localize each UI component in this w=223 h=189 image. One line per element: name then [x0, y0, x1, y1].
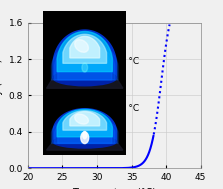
Text: 30 °C: 30 °C: [114, 57, 139, 66]
Ellipse shape: [83, 132, 87, 139]
Ellipse shape: [82, 63, 88, 72]
Ellipse shape: [75, 114, 89, 124]
Polygon shape: [58, 120, 112, 143]
Polygon shape: [47, 142, 123, 150]
Text: 60 °C: 60 °C: [114, 104, 139, 113]
Polygon shape: [63, 111, 107, 130]
Ellipse shape: [53, 70, 116, 86]
Polygon shape: [47, 78, 123, 88]
Polygon shape: [52, 116, 118, 143]
Polygon shape: [55, 118, 115, 143]
Ellipse shape: [53, 136, 116, 148]
Polygon shape: [52, 42, 118, 80]
Y-axis label: Viscosity (Pa.s): Viscosity (Pa.s): [0, 59, 3, 132]
Polygon shape: [55, 44, 115, 80]
Polygon shape: [57, 32, 112, 72]
Polygon shape: [47, 142, 123, 150]
Polygon shape: [70, 36, 100, 58]
Polygon shape: [53, 109, 116, 142]
Polygon shape: [53, 30, 116, 78]
Ellipse shape: [75, 40, 89, 52]
Polygon shape: [63, 34, 107, 63]
Polygon shape: [47, 78, 123, 88]
Ellipse shape: [81, 132, 89, 144]
X-axis label: Temperature (°C): Temperature (°C): [72, 188, 156, 189]
Polygon shape: [70, 112, 100, 126]
Polygon shape: [58, 46, 112, 80]
Polygon shape: [57, 109, 112, 137]
